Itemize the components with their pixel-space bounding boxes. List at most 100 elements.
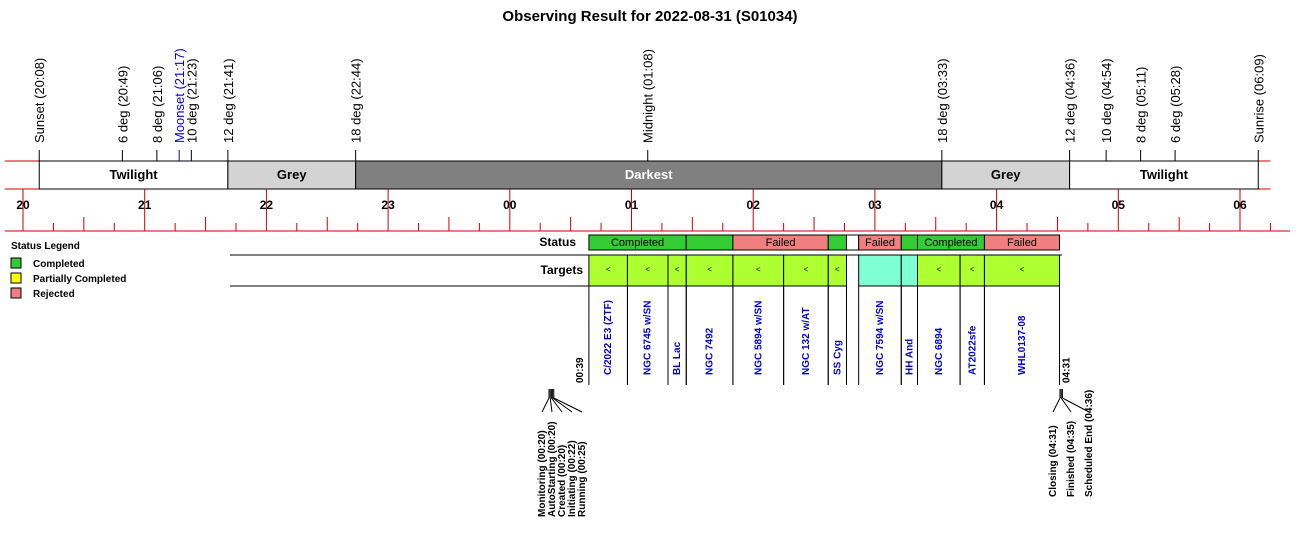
status-block-label: Failed — [865, 237, 895, 249]
event-label: Sunrise (06:09) — [1251, 54, 1266, 143]
event-label: 6 deg (20:49) — [115, 66, 130, 143]
axis-tick-label: 21 — [138, 198, 152, 212]
boundary-time-label: 04:31 — [1061, 357, 1072, 383]
sky-band-grey — [227, 160, 357, 190]
target-name: SS Cyg — [832, 340, 843, 375]
sky-band-label: Twilight — [1140, 167, 1189, 182]
target-marker: < — [970, 265, 975, 274]
axis-tick-label: 20 — [16, 198, 30, 212]
sky-band-darkest — [355, 160, 943, 190]
axis-tick-label: 06 — [1233, 198, 1247, 212]
lifecycle-connector — [553, 397, 583, 413]
sky-band-grey — [941, 160, 1071, 190]
event-label: 12 deg (04:36) — [1063, 58, 1078, 143]
event-label: Sunset (20:08) — [32, 58, 47, 143]
target-name: NGC 6894 — [934, 327, 945, 375]
axis-tick-label: 01 — [625, 198, 639, 212]
legend-item-label: Rejected — [33, 289, 75, 300]
axis-tick-label: 23 — [381, 198, 395, 212]
lifecycle-connector — [549, 397, 553, 413]
lifecycle-connector — [1060, 397, 1072, 413]
target-marker: < — [1020, 265, 1025, 274]
time-axis-layer: 20 21 22 23 00 01 02 03 04 05 06 — [4, 189, 1290, 232]
event-label: 12 deg (21:41) — [221, 58, 236, 143]
axis-tick-label: 02 — [747, 198, 761, 212]
target-block — [827, 254, 848, 287]
axis-tick-label: 00 — [503, 198, 517, 212]
lifecycle-label: AutoStarting (00:20) — [547, 421, 558, 517]
target-marker: < — [675, 265, 680, 274]
event-label: 10 deg (21:23) — [184, 58, 199, 143]
legend-title: Status Legend — [11, 241, 80, 252]
target-name: NGC 6745 w/SN — [643, 301, 654, 375]
status-block-label: Completed — [611, 237, 664, 249]
axis-tick-label: 03 — [868, 198, 882, 212]
target-name: NGC 5894 w/SN — [753, 301, 764, 375]
target-name: NGC 7594 w/SN — [875, 301, 886, 375]
target-block — [858, 254, 902, 287]
sky-band-label: Twilight — [109, 167, 158, 182]
target-name: AT2022sfe — [967, 325, 978, 375]
event-label: 10 deg (04:54) — [1099, 58, 1114, 143]
status-block-empty — [846, 234, 860, 251]
lifecycle-layer: Monitoring (00:20) AutoStarting (00:20) Cr… — [537, 389, 1095, 517]
target-block — [959, 254, 985, 287]
event-label: 18 deg (03:33) — [935, 58, 950, 143]
event-label: Midnight (01:08) — [641, 49, 656, 143]
status-block-failed — [983, 234, 1060, 251]
sky-band-layer: Twilight Grey Darkest Grey Twilight — [4, 160, 1271, 190]
lifecycle-label: Running (00:25) — [577, 441, 588, 517]
target-name: BL Lac — [672, 341, 683, 375]
event-label: 8 deg (05:11) — [1134, 67, 1149, 143]
target-block — [983, 254, 1060, 287]
sky-band-twilight — [38, 160, 229, 190]
target-name: NGC 132 w/AT — [801, 307, 812, 375]
target-block — [732, 254, 785, 287]
lifecycle-label: Closing (04:31) — [1048, 425, 1059, 497]
sky-band-label: Darkest — [625, 167, 673, 182]
target-marker: < — [606, 265, 611, 274]
target-name: NGC 7492 — [705, 327, 716, 375]
target-block — [783, 254, 829, 287]
sky-band-label: Grey — [277, 167, 307, 182]
legend-item-label: Partially Completed — [33, 274, 126, 285]
legend-swatch — [10, 272, 22, 284]
lifecycle-connector — [1052, 397, 1061, 413]
target-marker: < — [707, 265, 712, 274]
event-marker-layer: Sunset (20:08) 6 deg (20:49) 8 deg (21:06)… — [32, 48, 1266, 161]
event-label: 18 deg (22:44) — [349, 58, 364, 143]
status-legend-layer: Status Legend Completed Partially Complete… — [10, 241, 126, 300]
targets-row-label: Targets — [541, 263, 584, 277]
status-row-layer: Status Completed Failed Failed Completed Fail… — [230, 234, 1062, 256]
lifecycle-connector — [551, 397, 563, 413]
legend-swatch — [10, 257, 22, 269]
event-label: 8 deg (21:06) — [150, 66, 165, 143]
status-block-completed — [900, 234, 918, 251]
status-block-completed — [685, 234, 734, 251]
status-block-label: Failed — [1007, 237, 1037, 249]
status-block-completed — [827, 234, 848, 251]
lifecycle-label: Created (00:20) — [557, 445, 568, 517]
target-name: WHL0137-08 — [1017, 315, 1028, 375]
target-name: HH And — [904, 339, 915, 375]
status-block-label: Completed — [924, 237, 977, 249]
target-block — [900, 254, 918, 287]
lifecycle-connector — [552, 397, 573, 413]
sky-band-label: Grey — [991, 167, 1021, 182]
status-block-label: Failed — [766, 237, 796, 249]
event-label: Moonset (21:17) — [172, 48, 187, 143]
target-block — [588, 254, 628, 287]
chart-title: Observing Result for 2022-08-31 (S01034) — [502, 8, 797, 25]
lifecycle-label: Monitoring (00:20) — [537, 430, 548, 517]
target-block — [916, 254, 961, 287]
target-marker: < — [756, 265, 761, 274]
axis-tick-label: 22 — [260, 198, 274, 212]
target-marker: < — [804, 265, 809, 274]
sky-band-twilight — [1069, 160, 1259, 190]
axis-tick-label: 05 — [1112, 198, 1126, 212]
target-marker: < — [645, 265, 650, 274]
targets-row-layer: Targets < C/2022 E3 (ZTF) < NGC 6745 w/SN < BL… — [230, 254, 1072, 385]
legend-swatch — [10, 287, 22, 299]
lifecycle-label: Scheduled End (04:36) — [1084, 390, 1095, 497]
